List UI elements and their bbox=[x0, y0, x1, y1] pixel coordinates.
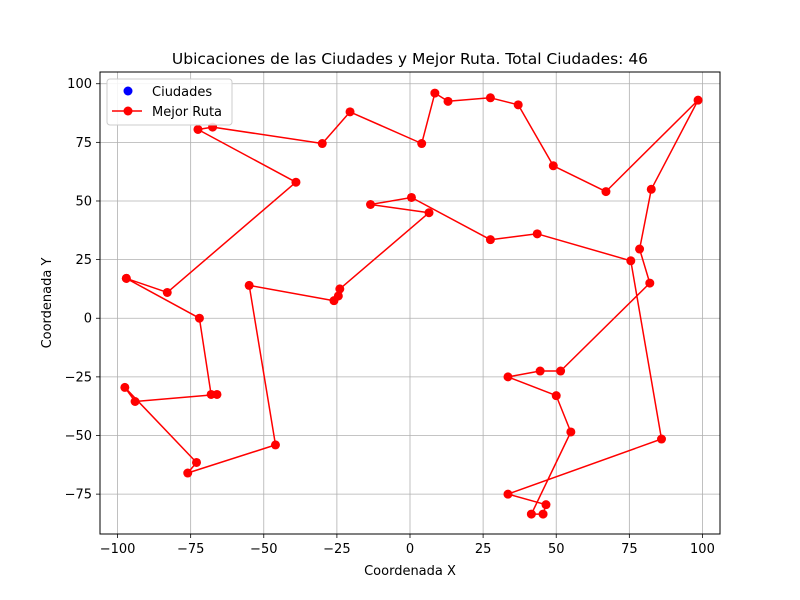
legend-marker-mejor-ruta bbox=[123, 106, 133, 116]
city-point bbox=[366, 200, 376, 210]
x-tick-label: 25 bbox=[475, 542, 492, 557]
legend-label-mejor-ruta: Mejor Ruta bbox=[152, 105, 222, 120]
city-point bbox=[538, 509, 548, 519]
x-tick-label: 100 bbox=[690, 542, 715, 557]
y-tick-label: 0 bbox=[84, 312, 92, 327]
axis-ticks: −100 −75 −50 −25 0 25 50 75 100 −75 −50 −25 0 25 50 75 1… bbox=[65, 77, 715, 557]
y-tick-label: −50 bbox=[65, 429, 92, 444]
x-tick-label: 0 bbox=[406, 542, 414, 557]
x-tick-label: −75 bbox=[177, 542, 204, 557]
x-tick-label: −100 bbox=[100, 542, 136, 557]
city-point bbox=[635, 244, 645, 254]
city-point bbox=[345, 107, 355, 117]
city-point bbox=[443, 96, 453, 106]
city-point bbox=[503, 489, 513, 499]
legend-label-ciudades: Ciudades bbox=[152, 85, 212, 100]
city-point bbox=[693, 95, 703, 105]
city-point bbox=[424, 208, 434, 218]
city-point bbox=[535, 366, 545, 376]
y-tick-label: 75 bbox=[75, 136, 92, 151]
city-point bbox=[194, 313, 204, 323]
x-tick-label: −25 bbox=[323, 542, 350, 557]
chart-title: Ubicaciones de las Ciudades y Mejor Ruta… bbox=[172, 50, 648, 68]
city-point bbox=[183, 468, 193, 478]
city-point bbox=[244, 280, 254, 290]
city-point bbox=[120, 382, 130, 392]
x-tick-label: 50 bbox=[548, 542, 565, 557]
x-tick-label: 75 bbox=[621, 542, 638, 557]
city-point bbox=[485, 93, 495, 103]
city-point bbox=[417, 139, 427, 149]
city-point bbox=[626, 256, 636, 266]
legend: Ciudades Mejor Ruta bbox=[106, 78, 233, 126]
city-point bbox=[556, 366, 566, 376]
city-point bbox=[566, 427, 576, 437]
x-axis-label: Coordenada X bbox=[364, 564, 456, 579]
city-point bbox=[130, 396, 140, 406]
city-point bbox=[503, 372, 513, 382]
city-point bbox=[526, 509, 536, 519]
city-point bbox=[270, 440, 280, 450]
city-point bbox=[335, 284, 345, 294]
y-tick-label: −75 bbox=[65, 488, 92, 503]
city-point bbox=[121, 273, 131, 283]
city-point bbox=[333, 291, 343, 301]
city-point bbox=[551, 391, 561, 401]
city-point bbox=[646, 184, 656, 194]
city-point bbox=[291, 177, 301, 187]
city-point bbox=[513, 100, 523, 110]
y-tick-label: 100 bbox=[67, 77, 92, 92]
city-point bbox=[548, 161, 558, 171]
city-point bbox=[317, 139, 327, 149]
legend-box bbox=[106, 78, 233, 126]
city-point bbox=[541, 500, 551, 510]
y-axis-label: Coordenada Y bbox=[40, 258, 55, 349]
y-tick-label: 25 bbox=[75, 253, 92, 268]
y-tick-label: 50 bbox=[75, 194, 92, 209]
y-tick-label: −25 bbox=[65, 370, 92, 385]
route-series bbox=[120, 88, 703, 519]
city-point bbox=[657, 434, 667, 444]
city-point bbox=[193, 124, 203, 134]
city-point bbox=[192, 457, 202, 467]
city-point bbox=[406, 192, 416, 202]
city-point bbox=[601, 187, 611, 197]
legend-marker-ciudades bbox=[123, 86, 133, 96]
x-tick-label: −50 bbox=[250, 542, 277, 557]
city-point bbox=[162, 287, 172, 297]
city-point bbox=[212, 389, 222, 399]
city-point bbox=[645, 278, 655, 288]
city-point bbox=[430, 88, 440, 98]
city-point bbox=[532, 229, 542, 239]
city-point bbox=[485, 235, 495, 245]
